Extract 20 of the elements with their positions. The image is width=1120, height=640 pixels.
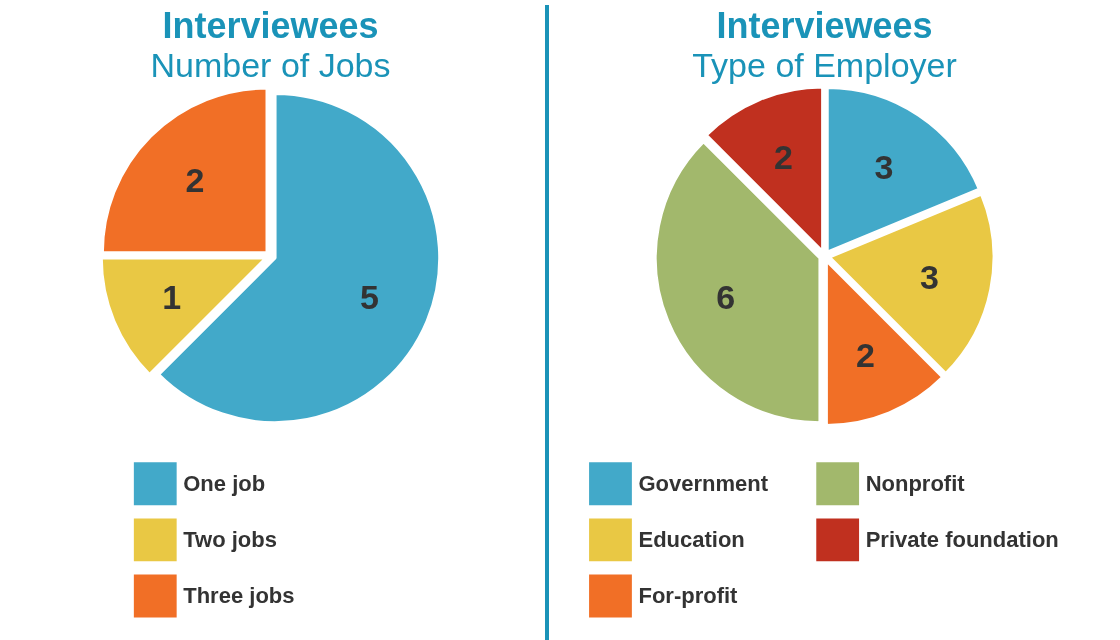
legend-label: Three jobs (183, 583, 295, 609)
data-label: 2 (185, 160, 205, 199)
legend-label: For-profit (638, 583, 739, 609)
chart-title: Interviewees (162, 4, 379, 46)
chart-title: Interviewees (716, 4, 933, 46)
legend-label: Government (638, 471, 769, 497)
data-label: 3 (874, 147, 894, 186)
legend-label: Private foundation (865, 527, 1059, 553)
chart-subtitle: Type of Employer (692, 45, 957, 84)
legend-label: One job (183, 471, 266, 497)
chart-subtitle: Number of Jobs (150, 45, 391, 84)
data-label: 2 (774, 137, 794, 176)
data-label: 3 (920, 257, 939, 296)
data-label: 2 (856, 335, 875, 374)
data-label: 1 (162, 277, 182, 316)
data-label: 6 (716, 277, 736, 316)
legend-label: Two jobs (183, 527, 277, 553)
data-label: 5 (359, 277, 379, 316)
legend-label: Nonprofit (865, 471, 966, 497)
legend-label: Education (638, 527, 745, 553)
